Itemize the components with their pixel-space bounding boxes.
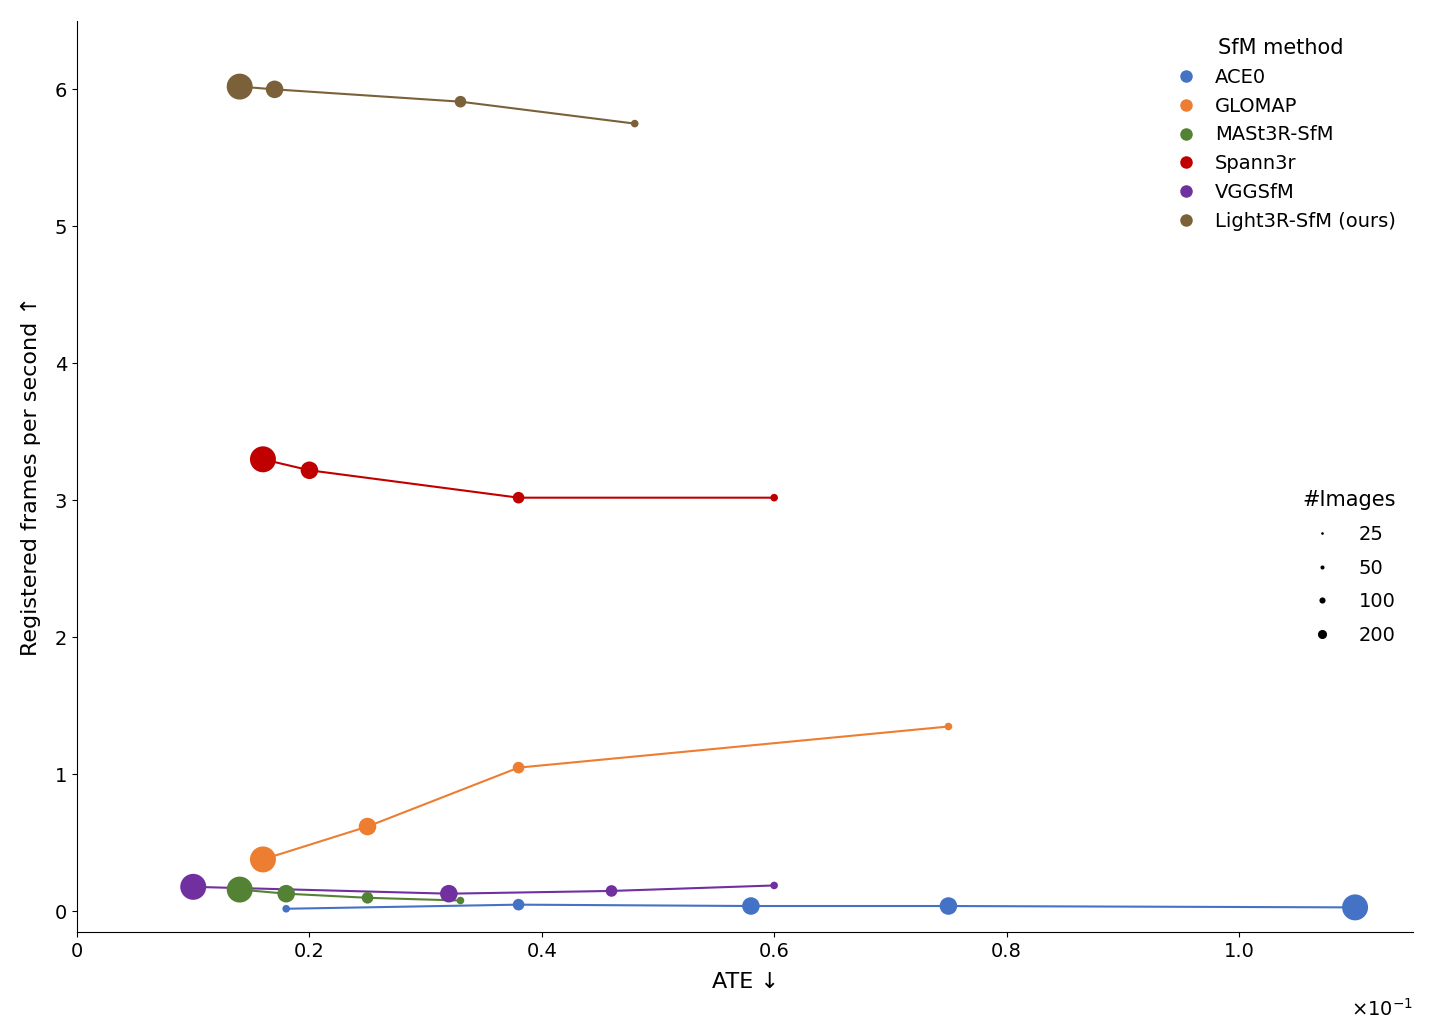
Point <box>356 818 379 835</box>
Point <box>508 760 531 776</box>
Point <box>437 885 460 902</box>
Point <box>356 890 379 906</box>
Text: $\times10^{-1}$: $\times10^{-1}$ <box>1351 998 1412 1020</box>
Y-axis label: Registered frames per second ↑: Registered frames per second ↑ <box>22 296 42 656</box>
Point <box>599 882 622 899</box>
Point <box>251 451 274 467</box>
Point <box>228 881 251 898</box>
Point <box>763 877 786 894</box>
Point <box>508 489 531 506</box>
Point <box>936 898 959 914</box>
Point <box>1344 899 1367 915</box>
Point <box>182 878 205 895</box>
Point <box>449 893 472 909</box>
X-axis label: ATE ↓: ATE ↓ <box>711 972 779 992</box>
Point <box>251 851 274 868</box>
Point <box>508 897 531 913</box>
Point <box>275 885 298 902</box>
Point <box>624 116 647 132</box>
Point <box>740 898 763 914</box>
Point <box>763 489 786 506</box>
Point <box>275 901 298 917</box>
Point <box>262 82 285 98</box>
Legend: 25, 50, 100, 200: 25, 50, 100, 200 <box>1295 483 1404 652</box>
Point <box>449 94 472 110</box>
Point <box>298 462 321 479</box>
Point <box>936 718 959 735</box>
Point <box>228 78 251 95</box>
